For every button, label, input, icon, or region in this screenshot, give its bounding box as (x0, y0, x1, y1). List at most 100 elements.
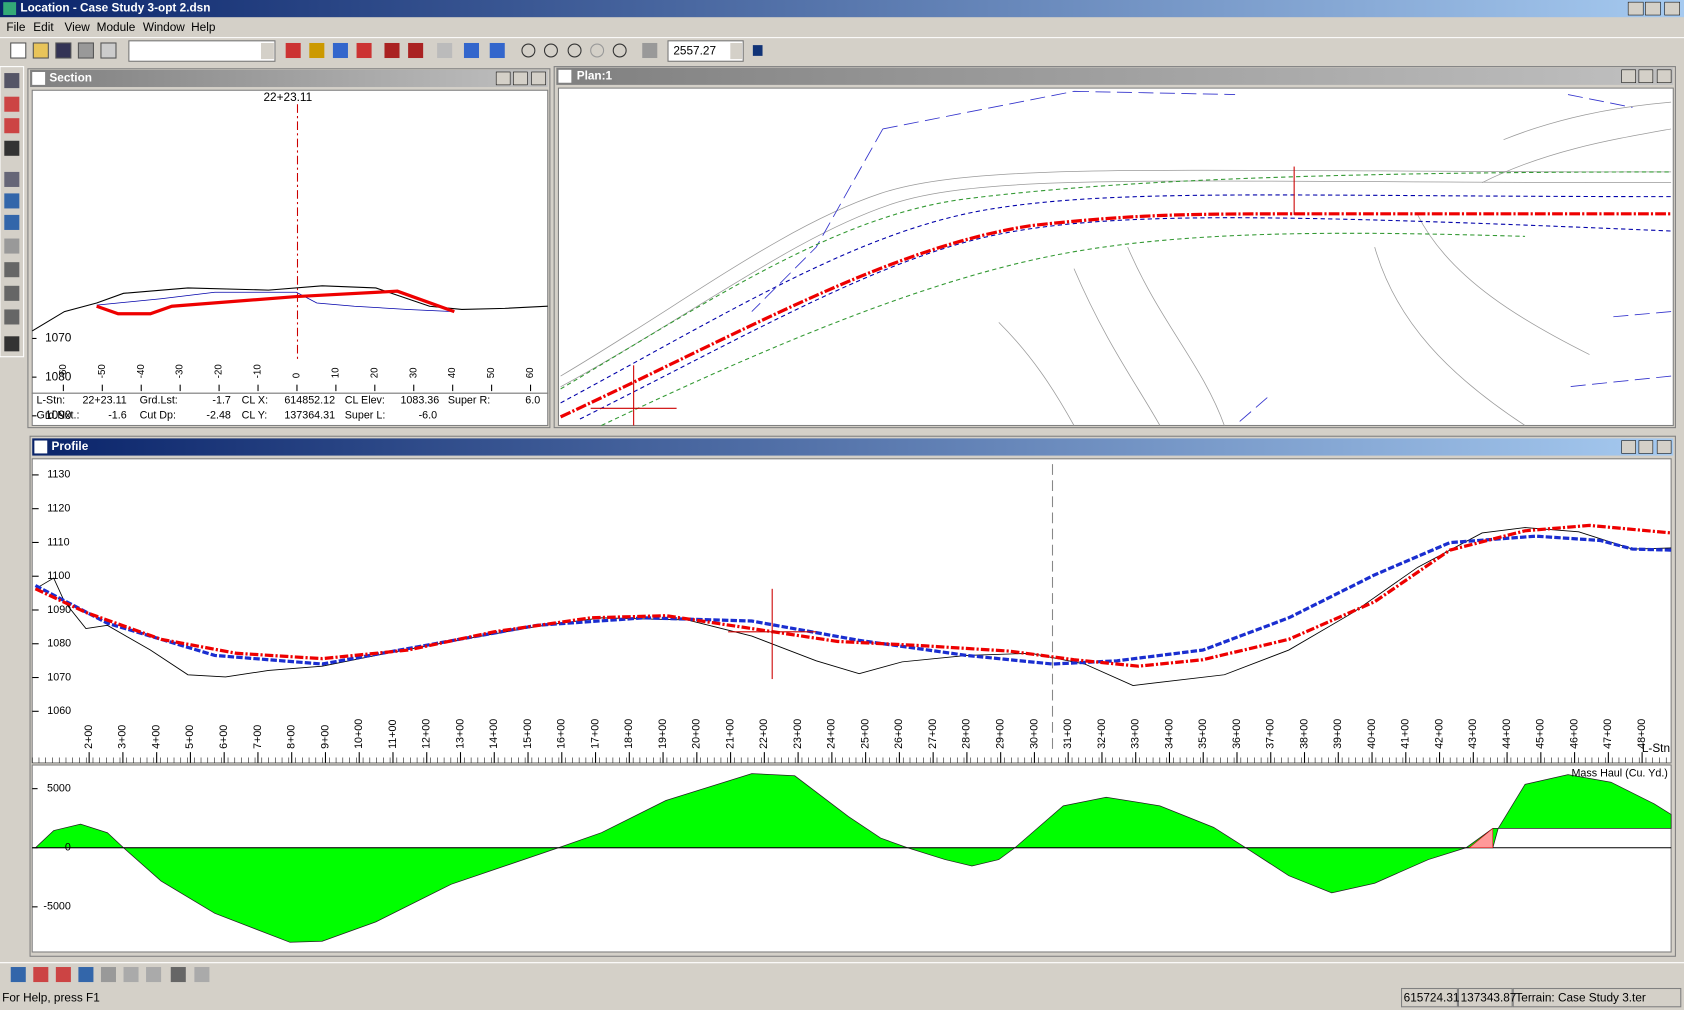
info-value: 614852.12 (284, 395, 335, 407)
mass-haul-y-label: 5000 (47, 783, 71, 795)
bottom-toolbar (10, 967, 210, 983)
section-x-label: 40 (447, 367, 458, 378)
section-x-label: 60 (525, 367, 536, 378)
profile-y-label: 1100 (47, 570, 70, 582)
info-value: -6.0 (419, 410, 438, 422)
station-label: 16+00 (556, 719, 568, 749)
menu-item[interactable]: View (64, 20, 90, 34)
profile-y-label: 1080 (47, 638, 71, 650)
station-label: 26+00 (893, 719, 905, 749)
station-label: 45+00 (1535, 719, 1547, 749)
station-label: 32+00 (1096, 719, 1108, 749)
window-controls[interactable] (1627, 1, 1680, 16)
menu-bar: File Edit View Module Window Help (6, 20, 215, 34)
station-label: 7+00 (252, 725, 264, 749)
station-label: 28+00 (961, 719, 973, 749)
menu-item[interactable]: Window (143, 20, 185, 34)
station-label: 38+00 (1298, 719, 1310, 749)
station-label: 31+00 (1062, 719, 1074, 749)
section-x-label: 50 (486, 367, 497, 378)
profile-y-label: 1070 (47, 671, 71, 683)
station-label: 4+00 (151, 725, 163, 749)
info-value: -1.7 (212, 395, 231, 407)
station-label: 3+00 (117, 725, 129, 749)
zoom-value: 2557.27 (673, 44, 716, 58)
station-label: 6+00 (218, 725, 230, 749)
station-label: 19+00 (657, 719, 669, 749)
info-value: 137364.31 (284, 410, 335, 422)
station-label: 39+00 (1332, 719, 1344, 749)
station-label: 46+00 (1568, 719, 1580, 749)
section-y-label: 1090 (45, 408, 72, 422)
section-x-label: 0 (292, 373, 303, 378)
profile-window (29, 435, 1676, 957)
station-label: 2+00 (83, 725, 95, 749)
station-label: 10+00 (353, 719, 365, 749)
station-label: 20+00 (691, 719, 703, 749)
station-label: 12+00 (421, 719, 433, 749)
info-label: Super L: (345, 410, 386, 422)
section-y-label: 1070 (45, 331, 72, 345)
status-help: For Help, press F1 (2, 990, 100, 1004)
station-label: 17+00 (589, 719, 601, 749)
station-label: 35+00 (1197, 719, 1209, 749)
side-toolbar (0, 66, 25, 358)
mass-haul-y-label: 0 (65, 842, 71, 854)
menu-item[interactable]: File (6, 20, 25, 34)
profile-y-label: 1110 (47, 536, 69, 548)
station-label: 5+00 (184, 725, 196, 749)
station-label: 40+00 (1366, 719, 1378, 749)
station-label: 30+00 (1028, 719, 1040, 749)
status-x: 615724.31 (1404, 990, 1460, 1004)
plan-title: Plan:1 (577, 68, 613, 82)
station-label: 37+00 (1265, 719, 1277, 749)
station-label: 33+00 (1130, 719, 1142, 749)
profile-y-label: 1090 (47, 604, 71, 616)
station-label: 15+00 (522, 719, 534, 749)
mass-haul-label: Mass Haul (Cu. Yd.) (1571, 767, 1667, 779)
station-label: 43+00 (1467, 719, 1479, 749)
zoom-box[interactable] (667, 40, 744, 62)
station-label: 42+00 (1433, 719, 1445, 749)
section-x-label: -30 (175, 364, 186, 378)
station-label: 18+00 (623, 719, 635, 749)
info-label: Cut Dp: (140, 410, 176, 422)
station-label: 24+00 (826, 719, 838, 749)
info-label: CL Y: (242, 410, 268, 422)
info-label: Grd.Nxt.: (37, 410, 80, 422)
menu-item[interactable]: Edit (33, 20, 54, 34)
station-label: 21+00 (724, 719, 736, 749)
section-x-label: 30 (408, 367, 419, 378)
section-title: Section (49, 71, 92, 85)
section-window (27, 68, 551, 429)
station-label: 8+00 (286, 725, 298, 749)
station-axis-label: L-Stn (1642, 741, 1670, 755)
section-station: 22+23.11 (264, 90, 313, 104)
station-label: 34+00 (1163, 719, 1175, 749)
mass-haul-y-label: -5000 (43, 901, 70, 913)
info-value: 22+23.11 (82, 395, 126, 407)
station-label: 44+00 (1501, 719, 1513, 749)
station-label: 47+00 (1602, 719, 1614, 749)
section-x-label: 20 (369, 367, 380, 378)
layer-dropdown[interactable] (128, 40, 276, 62)
section-x-label: -60 (58, 364, 69, 378)
info-label: L-Stn: (37, 395, 66, 407)
status-y: 137343.87 (1461, 990, 1517, 1004)
menu-item[interactable]: Help (191, 20, 216, 34)
section-x-label: -20 (214, 364, 225, 378)
profile-y-label: 1060 (47, 705, 71, 717)
status-terrain: Terrain: Case Study 3.ter (1515, 990, 1646, 1004)
station-label: 22+00 (758, 719, 770, 749)
menu-item[interactable]: Module (97, 20, 136, 34)
profile-y-label: 1120 (47, 503, 70, 515)
profile-title: Profile (52, 439, 89, 453)
station-label: 14+00 (488, 719, 500, 749)
window-title: Location - Case Study 3-opt 2.dsn (20, 1, 210, 15)
info-value: -2.48 (206, 410, 230, 422)
station-label: 23+00 (792, 719, 804, 749)
toolbar (10, 40, 763, 62)
station-label: 27+00 (927, 719, 939, 749)
